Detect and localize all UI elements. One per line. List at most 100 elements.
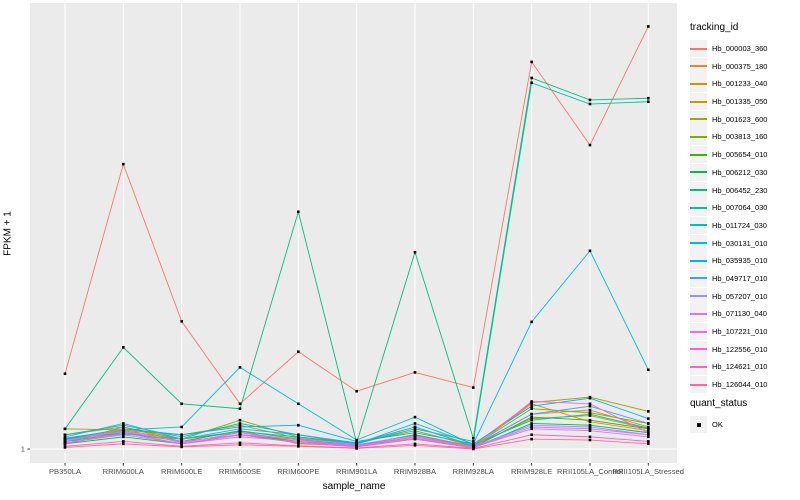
data-point — [588, 408, 592, 412]
legend-item: Hb_035935_010 — [690, 252, 768, 270]
data-point — [530, 407, 533, 411]
data-point — [588, 423, 592, 427]
data-point — [238, 366, 242, 369]
data-point — [647, 442, 650, 446]
legend-item: Hb_006212_030 — [690, 163, 767, 181]
legend-item: Hb_001623_600 — [690, 110, 767, 128]
legend-item: Hb_049717_010 — [690, 269, 768, 287]
data-point — [647, 429, 650, 433]
legend-item: Hb_001233_040 — [690, 75, 767, 93]
legend-item-label: Hb_107221_010 — [712, 327, 768, 336]
legend-key-line-icon — [690, 259, 707, 262]
data-point — [647, 100, 650, 104]
data-point — [238, 402, 242, 406]
legend-item: Hb_071130_040 — [690, 305, 767, 323]
data-point — [647, 96, 650, 100]
legend-key — [690, 216, 707, 234]
legend-item: Hb_107221_010 — [690, 323, 767, 340]
legend-key-line-icon — [690, 365, 707, 368]
legend-item-label: Hb_049717_010 — [712, 273, 768, 283]
data-point — [413, 437, 417, 441]
data-point — [355, 389, 358, 393]
data-point — [588, 427, 592, 431]
legend-key — [690, 75, 707, 93]
data-point — [472, 442, 475, 446]
data-point — [297, 210, 300, 214]
data-point — [530, 404, 533, 408]
data-point — [63, 435, 67, 439]
legend-item: Hb_030131_010 — [690, 234, 767, 252]
x-tick-label: RRIM928BA — [394, 467, 437, 476]
legend-item-label: OK — [712, 420, 723, 429]
data-point — [530, 425, 533, 429]
legend-item-label: Hb_007064_030 — [712, 203, 768, 213]
data-point — [63, 372, 67, 376]
x-axis-title: sample_name — [322, 481, 386, 492]
panel-background — [30, 3, 677, 463]
data-point — [588, 98, 592, 102]
legend-item-label: Hb_035935_010 — [712, 256, 768, 266]
data-point — [413, 250, 417, 254]
data-point — [63, 427, 67, 431]
data-point — [588, 412, 592, 416]
legend-item: Hb_011724_030 — [690, 216, 767, 234]
legend-key-line-icon — [690, 171, 707, 174]
x-tick-label: RRIM600LA — [103, 467, 145, 476]
y-axis-title: FPKM + 1 — [2, 211, 14, 256]
data-point — [180, 425, 183, 429]
legend-quant-status: quant_status OK — [690, 398, 747, 434]
x-tick-label: RRIM600PE — [277, 467, 319, 476]
y-tick-label: 1 — [21, 445, 25, 454]
legend-key — [690, 57, 707, 75]
legend-item: Hb_126044_010 — [690, 376, 768, 394]
legend-item-label: Hb_124621_010 — [712, 362, 768, 372]
data-point — [413, 444, 417, 447]
data-point — [238, 407, 242, 411]
legend-item-label: Hb_126044_010 — [712, 380, 768, 390]
legend-key — [690, 269, 707, 287]
legend-key — [690, 110, 707, 128]
legend-item: Hb_006452_230 — [690, 181, 767, 199]
data-point — [530, 76, 533, 80]
data-point — [355, 441, 358, 445]
data-point — [238, 423, 242, 427]
data-point — [122, 346, 125, 349]
data-point — [297, 402, 300, 406]
data-point — [413, 442, 417, 446]
data-point — [297, 445, 300, 448]
data-point — [530, 433, 533, 437]
data-point — [238, 441, 242, 445]
data-point — [63, 438, 67, 442]
data-point — [647, 426, 650, 430]
data-point — [122, 431, 125, 435]
legend-item: Hb_000003_360 — [690, 40, 767, 57]
data-point — [238, 435, 242, 439]
data-point — [238, 431, 242, 435]
legend-quant-title: quant_status — [690, 398, 748, 409]
data-point — [180, 435, 183, 439]
legend-key — [690, 181, 707, 199]
data-point — [588, 402, 592, 406]
data-point — [122, 425, 125, 429]
data-point — [530, 427, 533, 431]
data-point — [355, 438, 358, 442]
legend-item: Hb_003813_160 — [690, 128, 767, 146]
legend-tracking-id: tracking_id Hb_000003_360 Hb_000375_180 Hb… — [690, 22, 767, 394]
data-point — [530, 418, 533, 422]
data-point — [355, 440, 358, 443]
data-point — [472, 436, 475, 440]
data-point — [297, 441, 300, 445]
data-point — [238, 427, 242, 431]
data-point — [180, 402, 183, 406]
legend-key-line-icon — [690, 277, 707, 280]
data-point — [588, 418, 592, 422]
legend-key-line-icon — [690, 295, 707, 298]
data-point — [122, 427, 125, 431]
legend-key-line-icon — [690, 118, 707, 121]
legend-key-line-icon — [690, 383, 707, 386]
data-point — [588, 396, 592, 400]
data-point — [413, 371, 417, 374]
legend-key-line-icon — [690, 65, 707, 68]
data-point — [530, 415, 533, 419]
